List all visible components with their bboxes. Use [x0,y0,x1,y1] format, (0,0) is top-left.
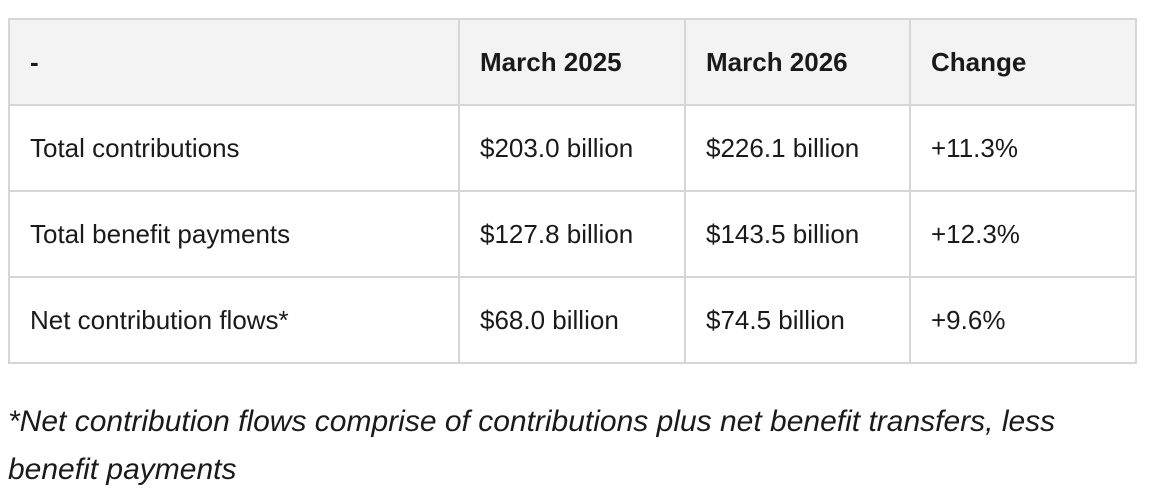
header-cell-change: Change [909,18,1137,106]
header-cell-label: - [8,18,460,106]
header-cell-march-2026: March 2026 [684,18,911,106]
row-label: Net contribution flows* [8,276,460,364]
cell-march-2025: $127.8 billion [458,190,686,278]
cell-march-2026: $226.1 billion [684,104,911,192]
cell-march-2026: $74.5 billion [684,276,911,364]
table-row: Net contribution flows* $68.0 billion $7… [8,276,1137,364]
row-label: Total contributions [8,104,460,192]
cell-march-2025: $203.0 billion [458,104,686,192]
cell-change: +9.6% [909,276,1137,364]
cell-change: +12.3% [909,190,1137,278]
table-footnote: *Net contribution flows comprise of cont… [8,405,1056,486]
contribution-flows-table: - March 2025 March 2026 Change Total con… [8,18,1137,364]
cell-march-2025: $68.0 billion [458,276,686,364]
cell-change: +11.3% [909,104,1137,192]
header-cell-march-2025: March 2025 [458,18,686,106]
cell-march-2026: $143.5 billion [684,190,911,278]
table-row: Total benefit payments $127.8 billion $1… [8,190,1137,278]
table-row: Total contributions $203.0 billion $226.… [8,104,1137,192]
row-label: Total benefit payments [8,190,460,278]
table-header-row: - March 2025 March 2026 Change [8,18,1137,106]
contribution-flows-table-container: - March 2025 March 2026 Change Total con… [8,18,1137,364]
